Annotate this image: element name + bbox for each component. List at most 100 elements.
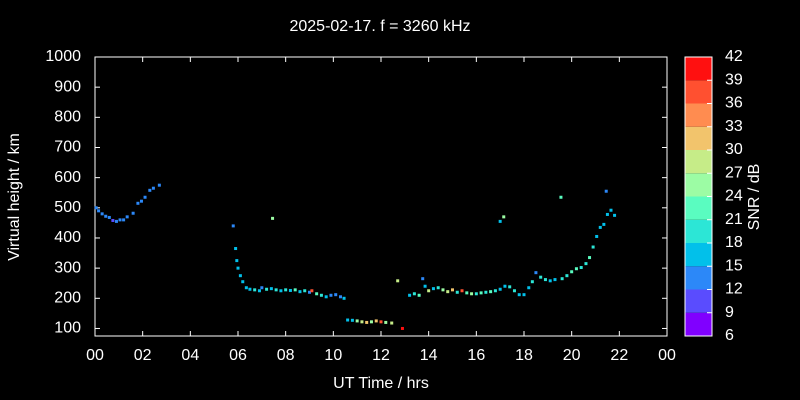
data-point (235, 259, 239, 263)
colorbar-swatch (685, 266, 712, 290)
colorbar-swatch (685, 150, 712, 174)
data-point (436, 286, 440, 290)
x-tick-label: 20 (563, 347, 581, 364)
colorbar-tick-label: 18 (725, 234, 743, 251)
data-point (498, 287, 502, 291)
data-point (329, 293, 333, 297)
x-tick-label: 18 (515, 347, 533, 364)
y-tick-label: 600 (54, 169, 81, 186)
data-point (257, 289, 261, 293)
data-point (143, 195, 147, 199)
data-point (613, 213, 617, 217)
data-point (598, 225, 602, 229)
colorbar-swatch (685, 126, 712, 150)
data-point (421, 277, 425, 281)
data-point (274, 288, 278, 292)
y-tick-label: 800 (54, 109, 81, 126)
x-tick-label: 08 (277, 347, 295, 364)
colorbar-label: SNR / dB (746, 164, 763, 231)
data-point (94, 206, 98, 210)
data-point (346, 318, 350, 322)
x-tick-label: 00 (658, 347, 676, 364)
data-point (539, 275, 543, 279)
data-point (605, 212, 609, 216)
data-point (591, 245, 595, 249)
y-axis-label: Virtual height / km (6, 133, 23, 261)
data-point (107, 215, 111, 219)
data-point (479, 291, 483, 295)
data-point (498, 219, 502, 223)
data-point (484, 290, 488, 294)
colorbar-swatch (685, 219, 712, 243)
data-point (265, 287, 269, 291)
data-point (310, 289, 314, 293)
colorbar-swatch (685, 312, 712, 336)
data-point (474, 292, 478, 296)
data-point (271, 216, 275, 220)
data-point (412, 292, 416, 296)
data-point (369, 320, 373, 324)
data-point (111, 218, 115, 222)
y-tick-label: 500 (54, 199, 81, 216)
x-tick-label: 04 (181, 347, 199, 364)
y-tick-label: 900 (54, 78, 81, 95)
colorbar-tick-label: 21 (725, 211, 743, 228)
colorbar-tick-label: 33 (725, 118, 743, 135)
colorbar-tick-label: 27 (725, 164, 743, 181)
data-point (284, 288, 288, 292)
data-point (114, 219, 118, 223)
data-point (522, 293, 526, 297)
colorbar-swatch (685, 80, 712, 104)
x-tick-label: 12 (372, 347, 390, 364)
data-point (355, 319, 359, 323)
colorbar-tick-label: 9 (725, 304, 734, 321)
data-point (350, 318, 354, 322)
data-point (236, 266, 240, 270)
data-point (423, 284, 427, 288)
data-point (315, 292, 319, 296)
x-tick-label: 16 (467, 347, 485, 364)
data-point (122, 218, 126, 222)
x-tick-label: 06 (229, 347, 247, 364)
y-tick-label: 200 (54, 290, 81, 307)
data-point (396, 279, 400, 283)
data-point (379, 320, 383, 324)
data-point (365, 320, 369, 324)
chart-title: 2025-02-17. f = 3260 kHz (289, 18, 470, 35)
data-point (570, 270, 574, 274)
data-point (241, 280, 245, 284)
data-point (324, 295, 328, 299)
data-point (298, 290, 302, 294)
data-point (288, 288, 292, 292)
colorbar-tick-label: 39 (725, 71, 743, 88)
data-point (157, 183, 161, 187)
data-point (588, 256, 592, 260)
x-tick-label: 22 (610, 347, 628, 364)
data-point (260, 286, 264, 290)
data-point (431, 287, 435, 291)
x-tick-label: 02 (134, 347, 152, 364)
data-point (139, 199, 143, 203)
data-point (543, 278, 547, 282)
data-point (579, 266, 583, 270)
x-tick-label: 10 (324, 347, 342, 364)
data-point (97, 209, 101, 213)
colorbar-tick-label: 30 (725, 141, 743, 158)
y-tick-label: 100 (54, 320, 81, 337)
data-point (602, 222, 606, 226)
data-point (118, 218, 122, 222)
data-point (470, 292, 474, 296)
data-point (234, 247, 238, 251)
data-point (334, 293, 338, 297)
data-point (390, 321, 394, 325)
data-point (384, 320, 388, 324)
y-tick-label: 400 (54, 229, 81, 246)
data-point (503, 284, 507, 288)
data-point (231, 224, 235, 228)
data-point (238, 274, 242, 278)
data-point (460, 289, 464, 293)
data-point (534, 271, 538, 275)
data-point (151, 186, 155, 190)
